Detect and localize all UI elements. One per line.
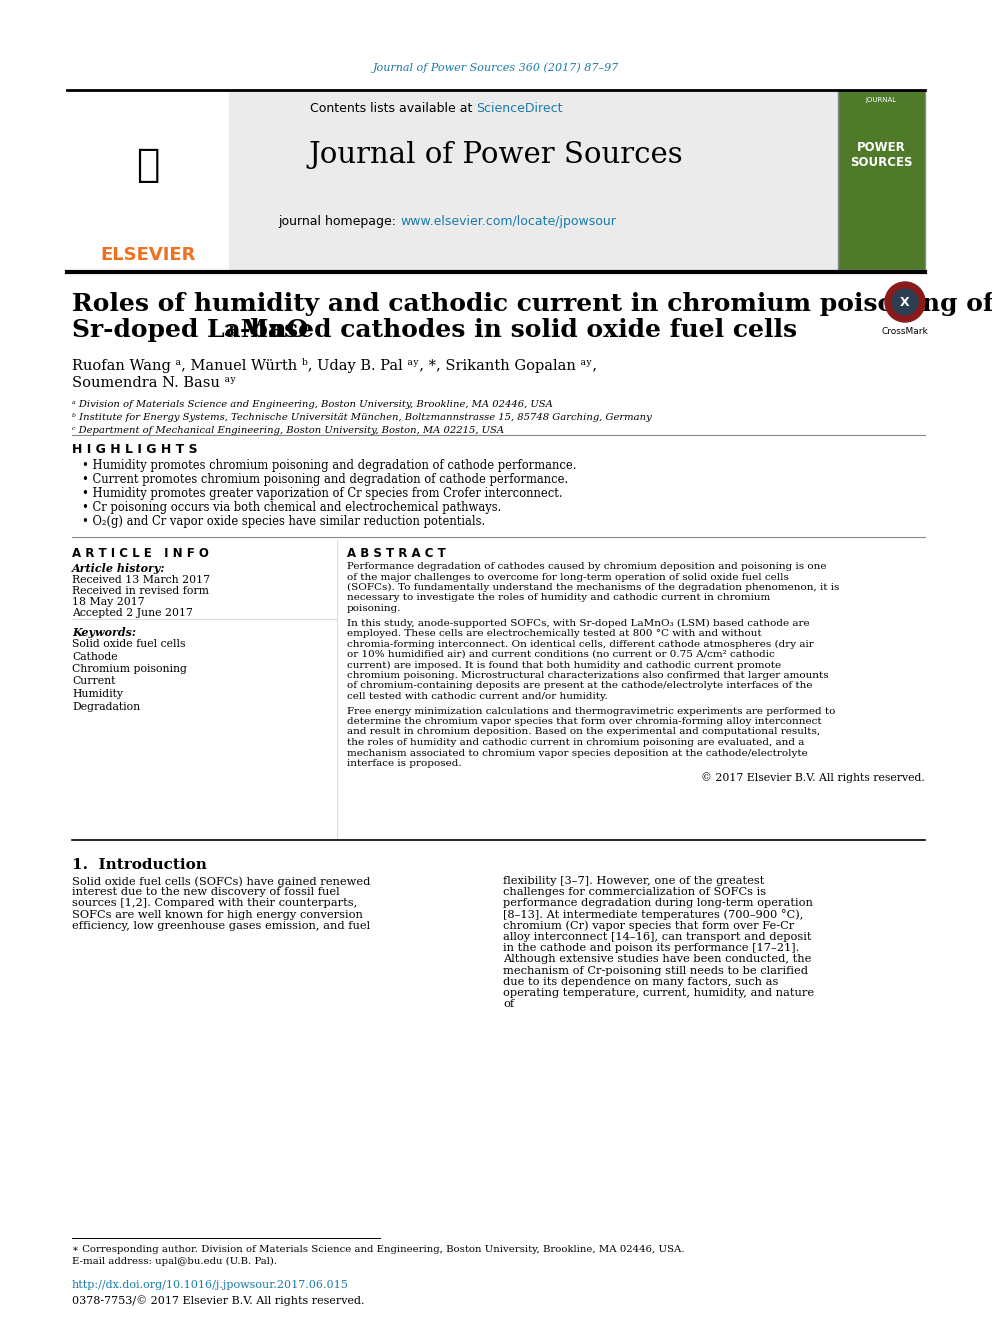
Text: and result in chromium deposition. Based on the experimental and computational r: and result in chromium deposition. Based… <box>347 728 820 737</box>
Text: challenges for commercialization of SOFCs is: challenges for commercialization of SOFC… <box>503 888 766 897</box>
Text: • Humidity promotes greater vaporization of Cr species from Crofer interconnect.: • Humidity promotes greater vaporization… <box>82 487 562 500</box>
Text: employed. These cells are electrochemically tested at 800 °C with and without: employed. These cells are electrochemica… <box>347 628 762 638</box>
Text: ᵇ Institute for Energy Systems, Technische Universität München, Boltzmannstrasse: ᵇ Institute for Energy Systems, Technisc… <box>72 413 652 422</box>
Text: current) are imposed. It is found that both humidity and cathodic current promot: current) are imposed. It is found that b… <box>347 660 781 669</box>
Text: H I G H L I G H T S: H I G H L I G H T S <box>72 443 197 456</box>
Text: chromia-forming interconnect. On identical cells, different cathode atmospheres : chromia-forming interconnect. On identic… <box>347 639 813 648</box>
Text: [8–13]. At intermediate temperatures (700–900 °C),: [8–13]. At intermediate temperatures (70… <box>503 910 804 921</box>
Text: of the major challenges to overcome for long-term operation of solid oxide fuel : of the major challenges to overcome for … <box>347 573 789 582</box>
Text: • Cr poisoning occurs via both chemical and electrochemical pathways.: • Cr poisoning occurs via both chemical … <box>82 501 501 515</box>
Text: in the cathode and poison its performance [17–21].: in the cathode and poison its performanc… <box>503 943 800 953</box>
Text: Journal of Power Sources: Journal of Power Sources <box>309 142 683 169</box>
FancyBboxPatch shape <box>67 90 229 270</box>
Text: In this study, anode-supported SOFCs, with Sr-doped LaMnO₃ (LSM) based cathode a: In this study, anode-supported SOFCs, wi… <box>347 618 809 627</box>
Text: Roles of humidity and cathodic current in chromium poisoning of: Roles of humidity and cathodic current i… <box>72 292 992 316</box>
Text: poisoning.: poisoning. <box>347 605 402 613</box>
Text: mechanism associated to chromium vapor species deposition at the cathode/electro: mechanism associated to chromium vapor s… <box>347 749 807 758</box>
Text: sources [1,2]. Compared with their counterparts,: sources [1,2]. Compared with their count… <box>72 898 357 909</box>
Text: ᵃ Division of Materials Science and Engineering, Boston University, Brookline, M: ᵃ Division of Materials Science and Engi… <box>72 400 553 409</box>
Text: www.elsevier.com/locate/jpowsour: www.elsevier.com/locate/jpowsour <box>400 216 616 229</box>
Text: (SOFCs). To fundamentally understand the mechanisms of the degradation phenomeno: (SOFCs). To fundamentally understand the… <box>347 583 839 593</box>
Text: or 10% humidified air) and current conditions (no current or 0.75 A/cm² cathodic: or 10% humidified air) and current condi… <box>347 650 775 659</box>
Text: 0378-7753/© 2017 Elsevier B.V. All rights reserved.: 0378-7753/© 2017 Elsevier B.V. All right… <box>72 1295 364 1306</box>
Text: Although extensive studies have been conducted, the: Although extensive studies have been con… <box>503 954 811 964</box>
Text: flexibility [3–7]. However, one of the greatest: flexibility [3–7]. However, one of the g… <box>503 876 765 886</box>
Text: • O₂(g) and Cr vapor oxide species have similar reduction potentials.: • O₂(g) and Cr vapor oxide species have … <box>82 515 485 528</box>
Text: CrossMark: CrossMark <box>882 327 929 336</box>
Text: 18 May 2017: 18 May 2017 <box>72 597 145 607</box>
Text: cell tested with cathodic current and/or humidity.: cell tested with cathodic current and/or… <box>347 692 608 701</box>
Text: JOURNAL: JOURNAL <box>865 97 897 103</box>
Text: ᶜ Department of Mechanical Engineering, Boston University, Boston, MA 02215, USA: ᶜ Department of Mechanical Engineering, … <box>72 426 504 435</box>
Text: Solid oxide fuel cells (SOFCs) have gained renewed: Solid oxide fuel cells (SOFCs) have gain… <box>72 876 370 886</box>
Text: operating temperature, current, humidity, and nature: operating temperature, current, humidity… <box>503 988 814 998</box>
Text: X: X <box>900 295 910 308</box>
Text: journal homepage:: journal homepage: <box>278 216 400 229</box>
Text: Humidity: Humidity <box>72 689 123 699</box>
Text: POWER
SOURCES: POWER SOURCES <box>850 142 913 169</box>
Text: determine the chromium vapor species that form over chromia-forming alloy interc: determine the chromium vapor species tha… <box>347 717 821 726</box>
Text: Received 13 March 2017: Received 13 March 2017 <box>72 576 210 585</box>
Text: Free energy minimization calculations and thermogravimetric experiments are perf: Free energy minimization calculations an… <box>347 706 835 716</box>
Text: A R T I C L E   I N F O: A R T I C L E I N F O <box>72 546 209 560</box>
Text: http://dx.doi.org/10.1016/j.jpowsour.2017.06.015: http://dx.doi.org/10.1016/j.jpowsour.201… <box>72 1279 349 1290</box>
Text: Solid oxide fuel cells: Solid oxide fuel cells <box>72 639 186 650</box>
Text: ELSEVIER: ELSEVIER <box>100 246 195 265</box>
Text: interest due to the new discovery of fossil fuel: interest due to the new discovery of fos… <box>72 888 339 897</box>
Circle shape <box>892 288 918 315</box>
Text: • Humidity promotes chromium poisoning and degradation of cathode performance.: • Humidity promotes chromium poisoning a… <box>82 459 576 472</box>
Text: of: of <box>503 999 514 1009</box>
Text: ScienceDirect: ScienceDirect <box>476 102 562 115</box>
Text: mechanism of Cr-poisoning still needs to be clarified: mechanism of Cr-poisoning still needs to… <box>503 966 808 975</box>
Text: interface is proposed.: interface is proposed. <box>347 759 461 767</box>
Text: 1.  Introduction: 1. Introduction <box>72 859 207 872</box>
Text: Degradation: Degradation <box>72 701 140 712</box>
Circle shape <box>885 282 925 321</box>
Text: Contents lists available at: Contents lists available at <box>310 102 476 115</box>
Text: E-mail address: upal@bu.edu (U.B. Pal).: E-mail address: upal@bu.edu (U.B. Pal). <box>72 1257 277 1266</box>
Text: Performance degradation of cathodes caused by chromium deposition and poisoning : Performance degradation of cathodes caus… <box>347 562 826 572</box>
Text: of chromium-containing deposits are present at the cathode/electrolyte interface: of chromium-containing deposits are pres… <box>347 681 812 691</box>
Text: Article history:: Article history: <box>72 564 166 574</box>
Text: 3: 3 <box>224 325 235 339</box>
Text: due to its dependence on many factors, such as: due to its dependence on many factors, s… <box>503 976 779 987</box>
Text: Chromium poisoning: Chromium poisoning <box>72 664 186 673</box>
Text: Soumendra N. Basu ᵃʸ: Soumendra N. Basu ᵃʸ <box>72 376 236 390</box>
Text: chromium poisoning. Microstructural characterizations also confirmed that larger: chromium poisoning. Microstructural char… <box>347 671 828 680</box>
Text: Journal of Power Sources 360 (2017) 87–97: Journal of Power Sources 360 (2017) 87–9… <box>373 62 619 73</box>
Text: necessary to investigate the roles of humidity and cathodic current in chromium: necessary to investigate the roles of hu… <box>347 594 770 602</box>
Text: Accepted 2 June 2017: Accepted 2 June 2017 <box>72 609 192 618</box>
Text: © 2017 Elsevier B.V. All rights reserved.: © 2017 Elsevier B.V. All rights reserved… <box>701 773 925 783</box>
Text: A B S T R A C T: A B S T R A C T <box>347 546 445 560</box>
Text: ∗ Corresponding author. Division of Materials Science and Engineering, Boston Un: ∗ Corresponding author. Division of Mate… <box>72 1245 684 1254</box>
FancyBboxPatch shape <box>838 90 925 270</box>
Text: SOFCs are well known for high energy conversion: SOFCs are well known for high energy con… <box>72 910 363 919</box>
Text: 🌳: 🌳 <box>136 146 160 184</box>
Text: Cathode: Cathode <box>72 651 118 662</box>
Text: efficiency, low greenhouse gases emission, and fuel: efficiency, low greenhouse gases emissio… <box>72 921 370 931</box>
Text: alloy interconnect [14–16], can transport and deposit: alloy interconnect [14–16], can transpor… <box>503 931 811 942</box>
Text: the roles of humidity and cathodic current in chromium poisoning are evaluated, : the roles of humidity and cathodic curre… <box>347 738 805 747</box>
Text: Keywords:: Keywords: <box>72 627 136 638</box>
Text: chromium (Cr) vapor species that form over Fe-Cr: chromium (Cr) vapor species that form ov… <box>503 921 795 931</box>
Text: Sr-doped LaMnO: Sr-doped LaMnO <box>72 318 309 343</box>
Text: Ruofan Wang ᵃ, Manuel Würth ᵇ, Uday B. Pal ᵃʸ, *, Srikanth Gopalan ᵃʸ,: Ruofan Wang ᵃ, Manuel Würth ᵇ, Uday B. P… <box>72 359 597 373</box>
Text: performance degradation during long-term operation: performance degradation during long-term… <box>503 898 812 909</box>
Text: • Current promotes chromium poisoning and degradation of cathode performance.: • Current promotes chromium poisoning an… <box>82 474 568 486</box>
FancyBboxPatch shape <box>67 90 925 270</box>
Text: Received in revised form: Received in revised form <box>72 586 209 595</box>
Text: -based cathodes in solid oxide fuel cells: -based cathodes in solid oxide fuel cell… <box>240 318 798 343</box>
Text: Current: Current <box>72 676 115 687</box>
